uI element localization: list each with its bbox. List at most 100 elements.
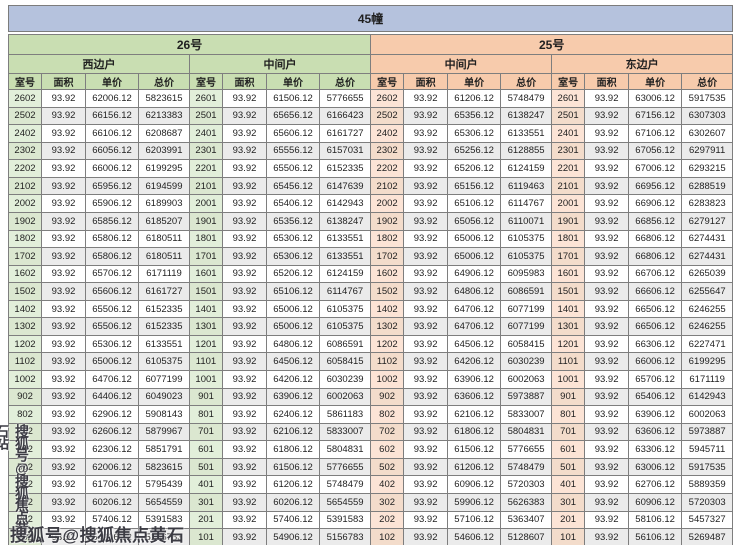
cell-total-price: 5776655: [318, 457, 372, 477]
cell-area: 93.92: [584, 492, 630, 512]
cell-unit-price: 66156.12: [85, 106, 139, 126]
cell-unit-price: 66806.12: [628, 247, 683, 266]
cell-total-price: 5889359: [681, 475, 734, 494]
cell-room-number: 302: [370, 492, 405, 512]
cell-room-number: 1501: [551, 282, 586, 301]
cell-room-number: 2301: [189, 141, 223, 161]
cell-area: 93.92: [41, 229, 86, 249]
cell-area: 93.92: [41, 141, 86, 161]
cell-area: 93.92: [41, 317, 86, 336]
cell-total-price: 5720303: [681, 492, 734, 512]
cell-unit-price: 66006.12: [85, 159, 139, 178]
cell-area: 93.92: [584, 282, 630, 301]
cell-unit-price: 66956.12: [628, 176, 683, 196]
cell-total-price: 6058415: [318, 352, 372, 371]
cell-total-price: 5804831: [500, 422, 553, 442]
cell-unit-price: 65856.12: [85, 211, 139, 231]
cell-unit-price: 62006.12: [85, 457, 139, 477]
cell-unit-price: 66506.12: [628, 317, 683, 336]
cell-total-price: 5973887: [681, 422, 734, 442]
col-header-area: 面积: [41, 73, 86, 90]
cell-total-price: 5917535: [681, 89, 734, 108]
cell-total-price: 5823615: [138, 89, 190, 108]
cell-area: 93.92: [222, 317, 267, 336]
cell-area: 93.92: [222, 211, 267, 231]
cell-total-price: 6307303: [681, 106, 734, 126]
cell-unit-price: 61506.12: [266, 457, 320, 477]
cell-area: 93.92: [41, 264, 86, 284]
cell-area: 93.92: [403, 211, 449, 231]
cell-room-number: 301: [189, 492, 223, 512]
cell-unit-price: 66306.12: [628, 334, 683, 354]
cell-room-number: 2601: [551, 89, 586, 108]
cell-area: 93.92: [41, 176, 86, 196]
cell-room-number: 1602: [8, 264, 42, 284]
cell-unit-price: 66806.12: [628, 229, 683, 249]
cell-room-number: 2402: [370, 124, 405, 143]
cell-total-price: 6213383: [138, 106, 190, 126]
cell-total-price: 6142943: [318, 194, 372, 213]
cell-unit-price: 66056.12: [85, 141, 139, 161]
cell-total-price: 5879967: [138, 422, 190, 442]
table-row: 2002 93.92 65906.12 6189903 2001 93.92 65406.1…: [8, 194, 734, 213]
cell-unit-price: 65256.12: [447, 141, 502, 161]
cell-room-number: 1501: [189, 282, 223, 301]
cell-unit-price: 54906.12: [85, 528, 139, 545]
cell-total-price: 6133551: [318, 229, 372, 249]
cell-area: 93.92: [403, 387, 449, 407]
cell-area: 93.92: [403, 457, 449, 477]
cell-room-number: 1002: [8, 370, 42, 389]
cell-room-number: 2202: [8, 159, 42, 178]
cell-total-price: 6114767: [500, 194, 553, 213]
cell-room-number: 1702: [8, 247, 42, 266]
cell-total-price: 6152335: [138, 317, 190, 336]
cell-unit-price: 64806.12: [447, 282, 502, 301]
cell-area: 93.92: [222, 124, 267, 143]
col-header-total-price: 总价: [681, 73, 734, 90]
cell-room-number: 2602: [8, 89, 42, 108]
cell-area: 93.92: [222, 141, 267, 161]
cell-area: 93.92: [41, 159, 86, 178]
cell-room-number: 2102: [8, 176, 42, 196]
cell-area: 93.92: [403, 492, 449, 512]
cell-area: 93.92: [584, 141, 630, 161]
cell-total-price: 6302607: [681, 124, 734, 143]
cell-area: 93.92: [41, 247, 86, 266]
cell-room-number: 502: [8, 457, 42, 477]
cell-area: 93.92: [41, 387, 86, 407]
cell-total-price: 5654559: [318, 492, 372, 512]
cell-area: 93.92: [403, 352, 449, 371]
cell-unit-price: 64906.12: [447, 264, 502, 284]
cell-area: 93.92: [403, 106, 449, 126]
unit-26-middle-header: 中间户: [188, 54, 372, 74]
cell-unit-price: 65306.12: [266, 229, 320, 249]
cell-unit-price: 65506.12: [85, 299, 139, 319]
cell-room-number: 401: [189, 475, 223, 494]
cell-total-price: 5804831: [318, 440, 372, 459]
cell-room-number: 2502: [370, 106, 405, 126]
cell-area: 93.92: [222, 352, 267, 371]
cell-total-price: 6283823: [681, 194, 734, 213]
cell-area: 93.92: [222, 528, 267, 545]
table-row: 202 93.92 57406.12 5391583 201 93.92 57406.12 5…: [8, 510, 734, 530]
cell-area: 93.92: [584, 317, 630, 336]
table-row: 802 93.92 62906.12 5908143 801 93.92 62406.12 5…: [8, 405, 734, 424]
cell-total-price: 5626383: [500, 492, 553, 512]
cell-total-price: 6274431: [681, 247, 734, 266]
table-row: 2302 93.92 66056.12 6203991 2301 93.92 65556.1…: [8, 141, 734, 161]
cell-total-price: 6095983: [500, 264, 553, 284]
cell-unit-price: 65656.12: [266, 106, 320, 126]
cell-room-number: 2402: [8, 124, 42, 143]
table-row: 1602 93.92 65706.12 6171119 1601 93.92 65206.1…: [8, 264, 734, 284]
cell-room-number: 1001: [551, 370, 586, 389]
cell-unit-price: 65606.12: [85, 282, 139, 301]
cell-area: 93.92: [41, 492, 86, 512]
cell-unit-price: 66706.12: [628, 264, 683, 284]
cell-area: 93.92: [584, 264, 630, 284]
cell-unit-price: 65106.12: [266, 282, 320, 301]
cell-area: 93.92: [584, 510, 630, 530]
building-26-header: 26号: [7, 34, 372, 55]
table-row: 1002 93.92 64706.12 6077199 1001 93.92 64206.1…: [8, 370, 734, 389]
cell-area: 93.92: [584, 334, 630, 354]
cell-total-price: 5156783: [138, 528, 190, 545]
